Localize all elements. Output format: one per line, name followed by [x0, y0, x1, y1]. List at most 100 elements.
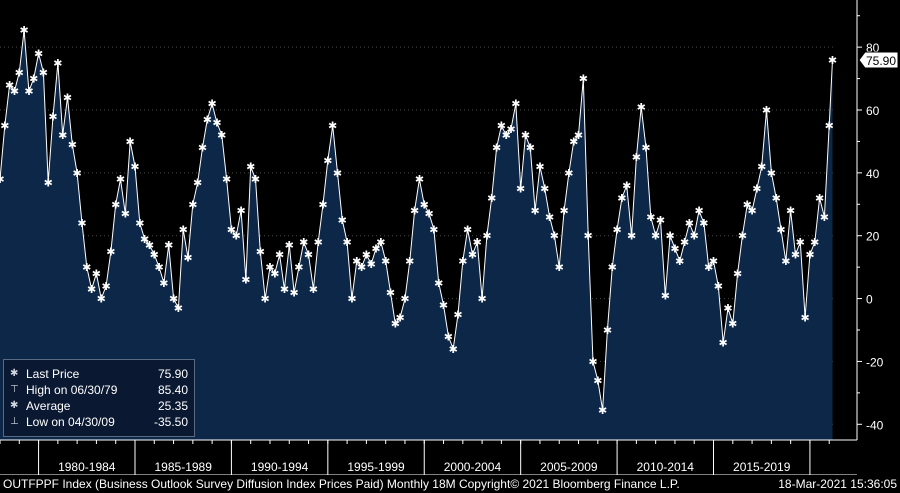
series-path: [0, 30, 833, 411]
data-point: ✱: [333, 167, 342, 180]
data-point: ✱: [502, 129, 511, 142]
data-point: ✱: [241, 274, 250, 287]
data-point: ✱: [805, 249, 814, 262]
data-point: ✱: [39, 66, 48, 79]
last-price-tag: 75.90: [858, 51, 899, 69]
data-point: ✱: [77, 217, 86, 230]
data-point: ✱: [338, 214, 347, 227]
data-point: ✱: [747, 205, 756, 218]
y-tick-label: 40: [866, 167, 880, 181]
y-tick-label: 0: [866, 293, 873, 307]
data-point: ✱: [63, 91, 72, 104]
data-point: ✱: [434, 277, 443, 290]
data-point: ✱: [738, 230, 747, 243]
data-point: ✱: [709, 255, 718, 268]
data-point: ✱: [29, 73, 38, 86]
data-point: ✱: [87, 283, 96, 296]
data-point: ✱: [492, 142, 501, 155]
legend-label: High on 06/30/79: [26, 383, 118, 397]
data-point: ✱: [347, 293, 356, 306]
low-marker-icon: ⊥: [10, 416, 19, 427]
data-point: ✱: [386, 286, 395, 299]
data-point: ✱: [0, 173, 5, 186]
data-point: ✱: [58, 129, 67, 142]
data-point: ✱: [574, 129, 583, 142]
data-point: ✱: [801, 311, 810, 324]
data-point: ✱: [73, 167, 82, 180]
data-point: ✱: [723, 302, 732, 315]
data-point: ✱: [299, 236, 308, 249]
data-point: ✱: [453, 308, 462, 321]
data-point: ✱: [10, 85, 19, 98]
point-markers: ✱✱✱✱✱✱✱✱✱✱✱✱✱✱✱✱✱✱✱✱✱✱✱✱✱✱✱✱✱✱✱✱✱✱✱✱✱✱✱✱…: [0, 24, 837, 417]
data-point: ✱: [265, 261, 274, 274]
data-point: ✱: [391, 318, 400, 331]
data-point: ✱: [690, 230, 699, 243]
data-point: ✱: [632, 151, 641, 164]
data-point: ✱: [477, 293, 486, 306]
data-point: ✱: [550, 230, 559, 243]
data-point: ✱: [294, 261, 303, 274]
data-point: ✱: [791, 249, 800, 262]
data-point: ✱: [511, 98, 520, 111]
data-point: ✱: [126, 135, 135, 148]
data-point: ✱: [820, 211, 829, 224]
data-point: ✱: [444, 330, 453, 343]
x-period-label: 1995-1999: [347, 460, 405, 474]
data-point: ✱: [154, 261, 163, 274]
data-point: ✱: [111, 198, 120, 211]
data-point: ✱: [584, 230, 593, 243]
data-point: ✱: [569, 135, 578, 148]
data-point: ✱: [396, 311, 405, 324]
data-point: ✱: [164, 239, 173, 252]
y-tick-label: 20: [866, 230, 880, 244]
data-point: ✱: [651, 230, 660, 243]
data-point: ✱: [304, 249, 313, 262]
data-point: ✱: [188, 198, 197, 211]
data-point: ✱: [661, 289, 670, 302]
data-point: ✱: [261, 293, 270, 306]
data-point: ✱: [130, 161, 139, 174]
data-point: ✱: [159, 277, 168, 290]
data-point: ✱: [179, 223, 188, 236]
data-point: ✱: [699, 217, 708, 230]
data-point: ✱: [183, 252, 192, 265]
data-point: ✱: [420, 198, 429, 211]
data-point: ✱: [405, 255, 414, 268]
data-point: ✱: [227, 223, 236, 236]
data-point: ✱: [429, 223, 438, 236]
data-point: ✱: [728, 318, 737, 331]
data-point: ✱: [593, 374, 602, 387]
data-point: ✱: [275, 249, 284, 262]
data-point: ✱: [680, 236, 689, 249]
data-point: ✱: [24, 85, 33, 98]
data-point: ✱: [521, 129, 530, 142]
last-price-box: [858, 51, 899, 69]
legend-label: Average: [26, 399, 71, 413]
star-icon: ✱: [10, 400, 19, 411]
data-point: ✱: [468, 249, 477, 262]
area-path: [0, 30, 833, 440]
data-point: ✱: [704, 261, 713, 274]
data-point: ✱: [449, 343, 458, 356]
data-point: ✱: [439, 299, 448, 312]
data-point: ✱: [627, 230, 636, 243]
data-point: ✱: [506, 123, 515, 136]
data-point: ✱: [135, 217, 144, 230]
data-point: ✱: [463, 223, 472, 236]
data-point: ✱: [424, 208, 433, 221]
data-point: ✱: [106, 245, 115, 258]
data-point: ✱: [612, 223, 621, 236]
data-point: ✱: [637, 101, 646, 114]
data-point: ✱: [458, 255, 467, 268]
x-period-label: 2005-2009: [540, 460, 598, 474]
data-point: ✱: [285, 239, 294, 252]
data-point: ✱: [217, 129, 226, 142]
data-point: ✱: [719, 337, 728, 350]
legend-value: -35.50: [153, 415, 188, 429]
legend-item-average: ✱ Average 25.35: [10, 398, 188, 414]
data-point: ✱: [203, 113, 212, 126]
data-point: ✱: [762, 104, 771, 117]
high-marker-icon: ⊤: [10, 384, 19, 395]
